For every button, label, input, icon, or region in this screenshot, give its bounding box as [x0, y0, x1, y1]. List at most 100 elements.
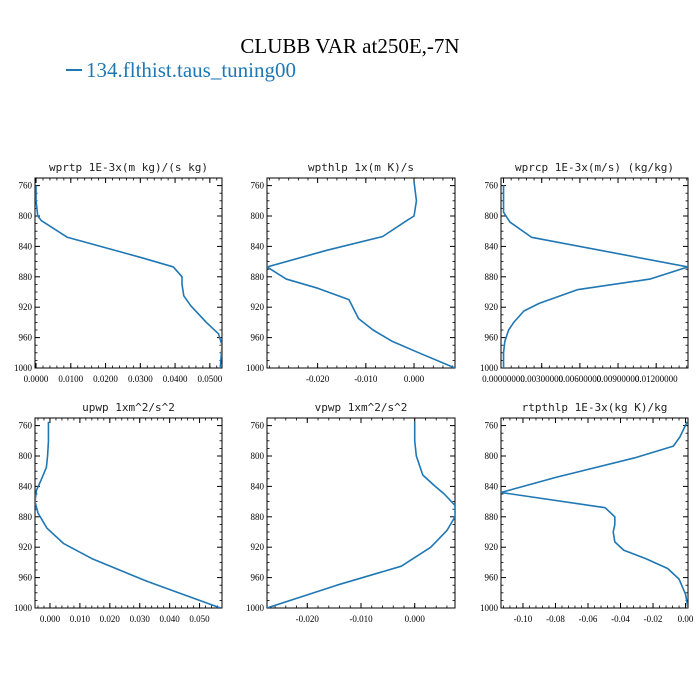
y-tick-label: 880 [19, 512, 33, 522]
x-tick-label: 0.040 [160, 614, 181, 624]
panel-title: vpwp 1xm^2/s^2 [315, 401, 408, 414]
x-tick-label: -0.04 [611, 614, 630, 624]
y-tick-label: 880 [485, 272, 499, 282]
y-tick-label: 960 [251, 573, 265, 583]
y-tick-label: 920 [485, 542, 499, 552]
x-tick-label: 0.000 [40, 614, 61, 624]
panel-title: wpthlp 1x(m K)/s [308, 161, 414, 174]
panel-2: wpthlp 1x(m K)/s 760 800 840 880 920 960 1000 -0… [246, 161, 456, 384]
y-tick-label: 840 [251, 241, 265, 251]
y-tick-label: 760 [251, 421, 265, 431]
y-tick-label: 1000 [14, 363, 33, 373]
y-tick-label: 880 [251, 512, 265, 522]
y-tick-label: 920 [19, 302, 33, 312]
x-tick-label: 0.0400 [163, 374, 188, 384]
y-tick-label: 800 [19, 451, 33, 461]
y-tick-label: 760 [485, 181, 499, 191]
plot-frame [34, 177, 223, 369]
y-tick-label: 800 [485, 451, 499, 461]
x-tick-label: -0.010 [354, 374, 378, 384]
y-tick-label: 760 [485, 421, 499, 431]
y-tick-label: 840 [19, 481, 33, 491]
x-tick-label: -0.06 [579, 614, 598, 624]
y-tick-label: 960 [19, 573, 33, 583]
x-tick-label: -0.020 [296, 614, 320, 624]
x-tick-label: 0.000 [405, 614, 426, 624]
y-tick-label: 920 [251, 542, 265, 552]
y-tick-label: 920 [485, 302, 499, 312]
x-tick-label: -0.020 [306, 374, 330, 384]
legend: 134.flthist.taus_tuning00 [66, 58, 296, 83]
y-tick-label: 840 [485, 241, 499, 251]
y-tick-label: 1000 [14, 603, 33, 613]
x-tick-label: 0.00000000 [482, 374, 525, 384]
y-tick-label: 760 [251, 181, 265, 191]
panel-6: rtpthlp 1E-3x(kg K)/kg 760 800 840 880 920 960… [480, 401, 694, 624]
x-tick-label: 0.0300 [128, 374, 153, 384]
x-tick-label: 0.00600000 [558, 374, 601, 384]
plot-frame [34, 417, 223, 609]
y-tick-label: 960 [251, 333, 265, 343]
y-tick-label: 920 [19, 542, 33, 552]
y-tick-label: 920 [251, 302, 265, 312]
panel-5: vpwp 1xm^2/s^2 760 800 840 880 920 960 1000 -0.0… [246, 401, 456, 624]
y-tick-label: 800 [251, 211, 265, 221]
series-line [267, 421, 455, 608]
y-tick-label: 1000 [480, 603, 499, 613]
y-tick-label: 880 [19, 272, 33, 282]
x-tick-label: 0.00300000 [520, 374, 563, 384]
x-tick-label: 0.00 [678, 614, 694, 624]
y-tick-label: 960 [19, 333, 33, 343]
y-tick-label: 760 [19, 421, 33, 431]
x-tick-label: -0.08 [546, 614, 565, 624]
panel-title: upwp 1xm^2/s^2 [82, 401, 175, 414]
plot-frame [500, 177, 689, 369]
y-tick-label: 880 [485, 512, 499, 522]
x-tick-label: -0.10 [514, 614, 533, 624]
x-tick-label: 0.0000 [24, 374, 49, 384]
series-line [35, 421, 221, 608]
y-tick-label: 840 [251, 481, 265, 491]
y-tick-label: 760 [19, 181, 33, 191]
x-tick-label: -0.02 [644, 614, 663, 624]
series-line [502, 185, 688, 368]
y-tick-label: 960 [485, 573, 499, 583]
x-tick-label: 0.01200000 [635, 374, 678, 384]
x-tick-label: 0.030 [130, 614, 151, 624]
panel-1: wprtp 1E-3x(m kg)/(s kg) 760 800 840 880 920 9… [14, 161, 223, 384]
y-tick-label: 800 [485, 211, 499, 221]
panel-4: upwp 1xm^2/s^2 760 800 840 880 920 960 1000 0.00… [14, 401, 223, 624]
y-tick-label: 840 [485, 481, 499, 491]
x-tick-label: 0.020 [100, 614, 121, 624]
x-tick-label: 0.050 [189, 614, 210, 624]
y-tick-label: 800 [251, 451, 265, 461]
panel-3: wprcp 1E-3x(m/s) (kg/kg) 760 800 840 880 920 9… [480, 161, 689, 384]
y-tick-label: 880 [251, 272, 265, 282]
x-tick-label: 0.00900000 [597, 374, 640, 384]
x-tick-label: 0.0100 [58, 374, 83, 384]
plot-frame [500, 417, 689, 609]
x-tick-label: 0.010 [70, 614, 91, 624]
x-tick-label: -0.010 [349, 614, 373, 624]
y-tick-label: 1000 [246, 363, 265, 373]
panel-title: wprtp 1E-3x(m kg)/(s kg) [49, 161, 208, 174]
figure-title: CLUBB VAR at250E,-7N [240, 34, 460, 58]
y-tick-label: 960 [485, 333, 499, 343]
series-line [501, 421, 688, 608]
series-line [267, 181, 455, 368]
panel-title: wprcp 1E-3x(m/s) (kg/kg) [515, 161, 674, 174]
plot-frame [266, 417, 456, 609]
y-tick-label: 1000 [480, 363, 499, 373]
plot-frame [266, 177, 456, 369]
panel-title: rtpthlp 1E-3x(kg K)/kg [522, 401, 668, 414]
series-line [35, 185, 222, 368]
y-tick-label: 800 [19, 211, 33, 221]
y-tick-label: 1000 [246, 603, 265, 613]
y-tick-label: 840 [19, 241, 33, 251]
legend-label: 134.flthist.taus_tuning00 [86, 58, 296, 82]
x-tick-label: 0.000 [404, 374, 425, 384]
x-tick-label: 0.0200 [93, 374, 118, 384]
legend-line-icon [66, 69, 82, 72]
x-tick-label: 0.0500 [197, 374, 222, 384]
